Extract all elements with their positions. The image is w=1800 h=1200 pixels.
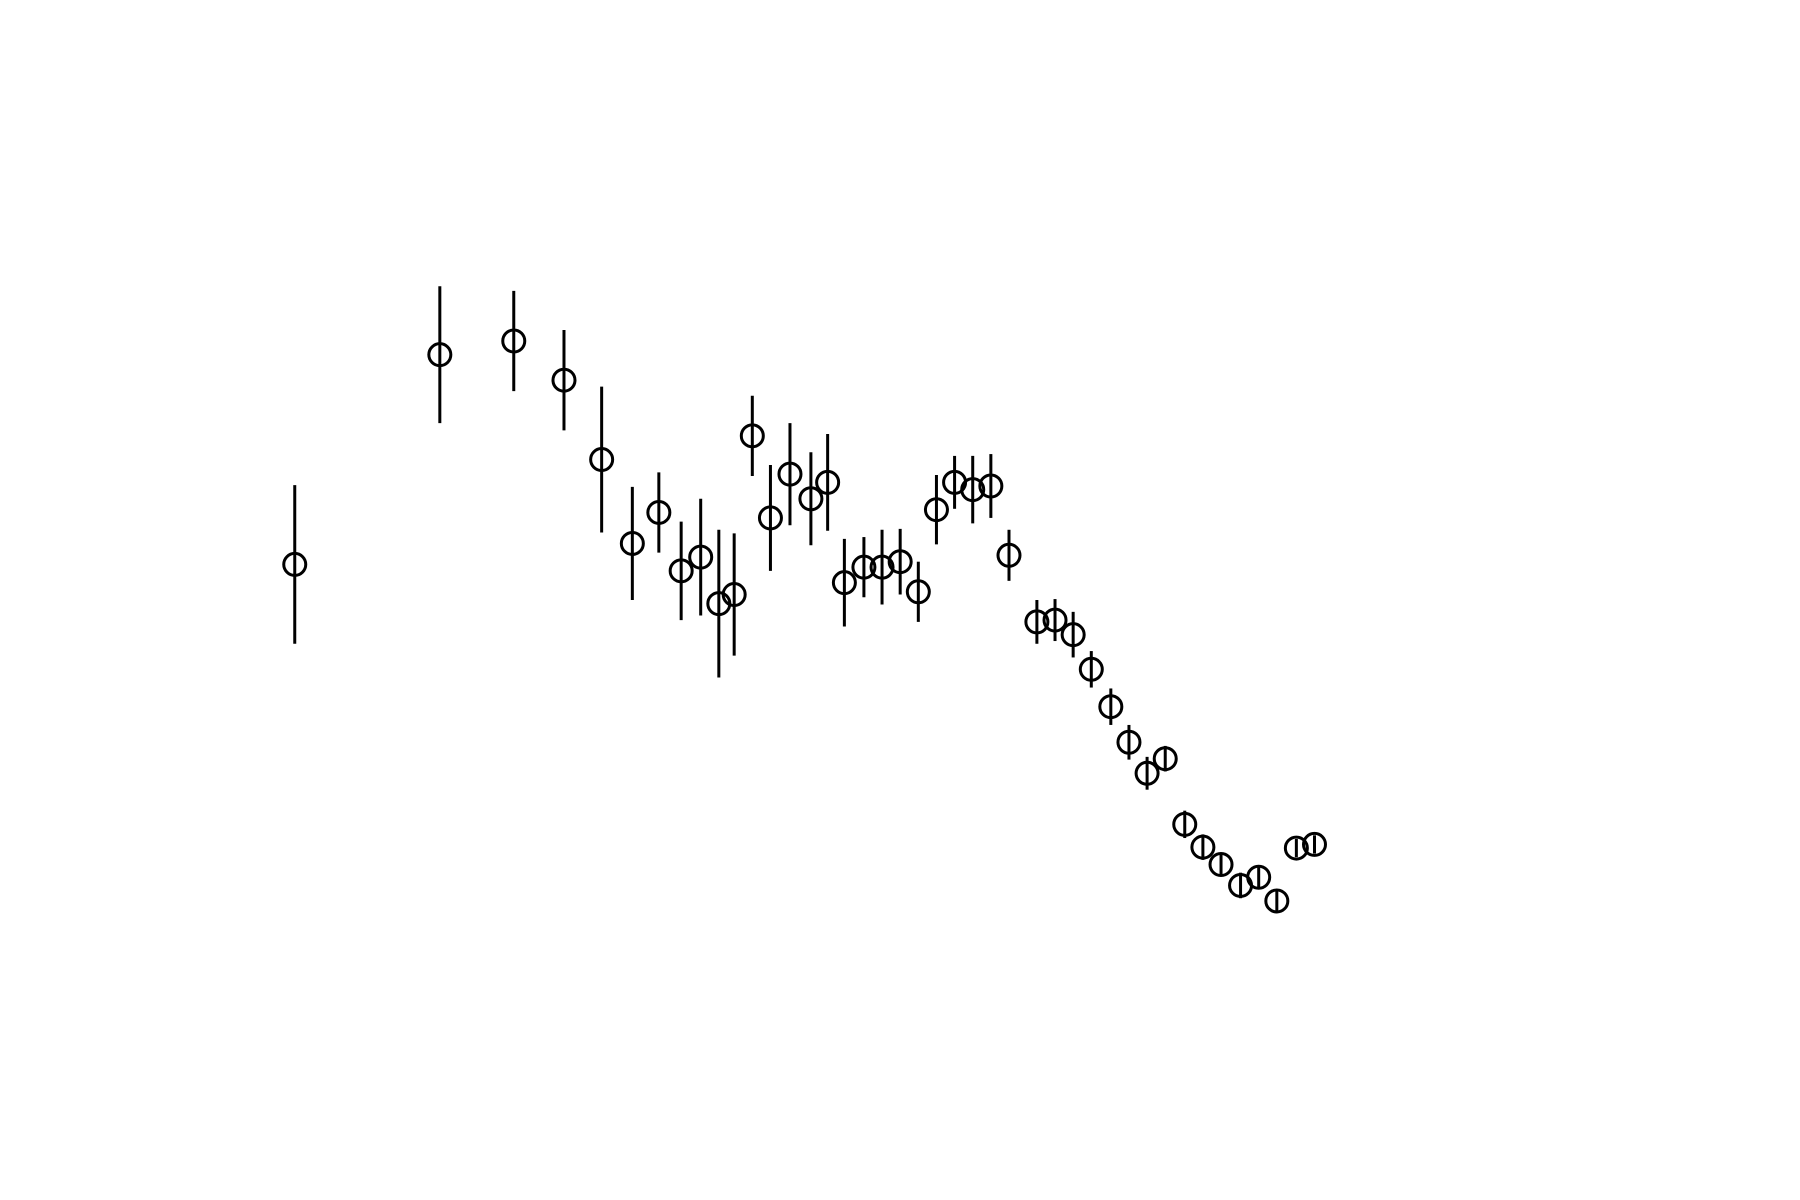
data-point [851,554,877,580]
data-point [1060,622,1086,648]
data-point [1098,694,1124,720]
data-point [831,570,857,596]
data-point [646,499,672,525]
data-point [905,579,931,605]
data-point [1283,835,1309,861]
data-point [1264,888,1290,914]
data-point [757,505,783,531]
data-point [1024,609,1050,635]
data-point [1208,851,1234,877]
data-point [996,542,1022,568]
data-point [589,447,615,473]
data-point [739,423,765,449]
data-point [551,367,577,393]
data-point [1042,607,1068,633]
plot-area [282,286,1327,914]
data-point [960,477,986,503]
data-point [798,486,824,512]
data-point [1134,760,1160,786]
data-point [1246,864,1272,890]
data-point [1190,834,1216,860]
data-point [777,461,803,487]
data-point [815,469,841,495]
data-point [923,497,949,523]
data-point [501,328,527,354]
data-point [869,554,895,580]
data-point [619,530,645,556]
data-point [1116,729,1142,755]
data-point [721,582,747,608]
data-point [1172,811,1198,837]
data-point [978,473,1004,499]
data-point [1301,831,1327,857]
data-point [282,551,308,577]
data-point [668,558,694,584]
data-point [1078,656,1104,682]
data-point [427,342,453,368]
data-point [688,544,714,570]
data-point [1152,746,1178,772]
data-point [887,549,913,575]
